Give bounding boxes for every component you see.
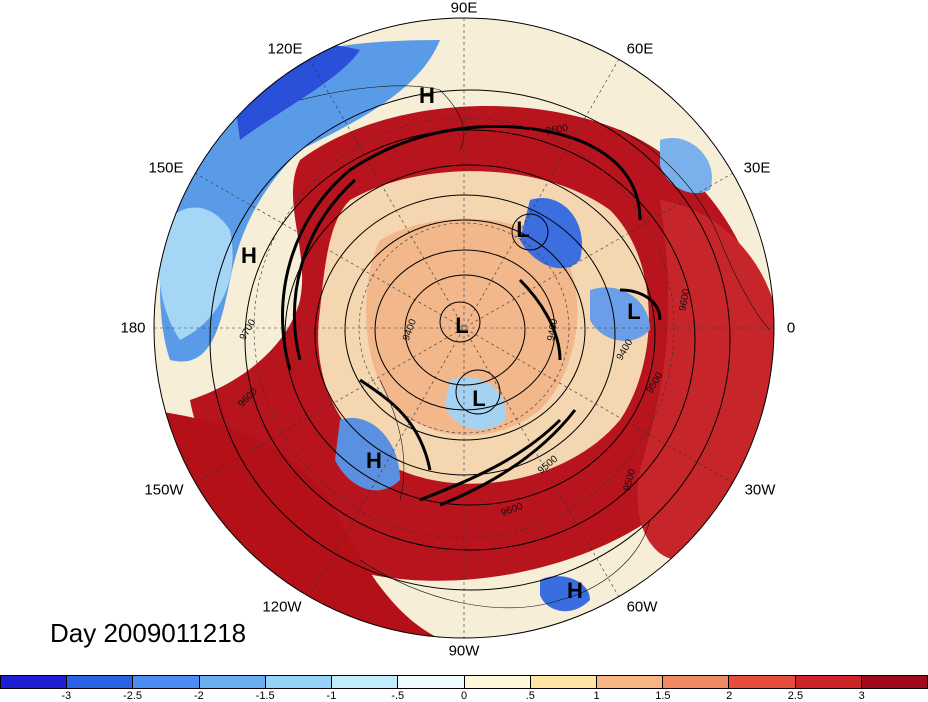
shading-negative [335,418,400,491]
colorbar-tick-label: .5 [525,690,535,702]
polar-map [153,17,775,639]
colorbar-tick-label: -2 [193,690,204,702]
colorbar-swatch [133,676,200,688]
map-boundary [153,17,775,639]
colorbar-tick-label: 1.5 [655,690,671,702]
lon-label-120e: 120E [267,40,303,58]
lon-label-150w: 150W [144,481,184,499]
lon-label-0: 0 [786,319,796,337]
shading-positive [366,218,578,436]
high-center: H [567,578,583,603]
lon-label-180: 180 [120,319,146,337]
colorbar-swatch [67,676,134,688]
colorbar-swatch [199,676,266,688]
colorbar-swatch [663,676,730,688]
colorbar-swatch [861,676,928,688]
lon-label-60w: 60W [626,598,658,616]
colorbar-swatch [1,676,68,688]
colorbar-swatch [596,676,664,688]
colorbar-swatch [795,676,862,688]
low-center: L [472,386,486,411]
lon-label-60e: 60E [626,40,654,58]
lon-label-90e: 90E [450,0,478,17]
shading-negative [590,287,650,341]
lon-label-30e: 30E [743,159,771,177]
colorbar-tick-label: 3 [858,690,865,702]
colorbar-tick-label: -1.5 [255,690,275,702]
lon-label-150e: 150E [148,159,184,177]
jet-contours [281,124,662,507]
colorbar-swatch [332,676,399,688]
low-center: L [516,217,530,242]
colorbar-tick-label: 1 [593,690,600,702]
shading-negative [445,377,506,430]
low-center: L [627,299,641,324]
high-center: H [241,243,257,268]
colorbar-swatch [530,676,597,688]
height-contours [209,89,731,591]
colorbar-tick-label: -2.5 [123,690,143,702]
coastlines [299,85,771,609]
high-center: H [419,83,435,108]
colorbar-swatch [464,676,531,688]
colorbar-tick-label: 2.5 [787,690,804,702]
colorbar-swatch [729,676,796,688]
map-title: Day 2009011218 [50,618,247,648]
colorbar-swatch [265,676,333,688]
high-center: H [366,448,382,473]
low-center: L [455,313,469,338]
graticule [154,18,774,638]
colorbar-tick-label: -3 [61,690,72,702]
colorbar-tick-label: -.5 [391,690,405,702]
lon-label-90w: 90W [448,642,480,660]
lon-label-120w: 120W [262,598,302,616]
colorbar-tick-label: 0 [460,690,468,702]
colorbar-tick-label: -1 [326,690,337,702]
lon-label-30w: 30W [744,481,776,499]
colorbar-swatch [398,676,465,688]
colorbar [0,675,928,689]
colorbar-tick-label: 2 [726,690,733,702]
map-field [154,18,774,638]
shading-negative [158,207,233,340]
shading-negative [660,138,712,194]
